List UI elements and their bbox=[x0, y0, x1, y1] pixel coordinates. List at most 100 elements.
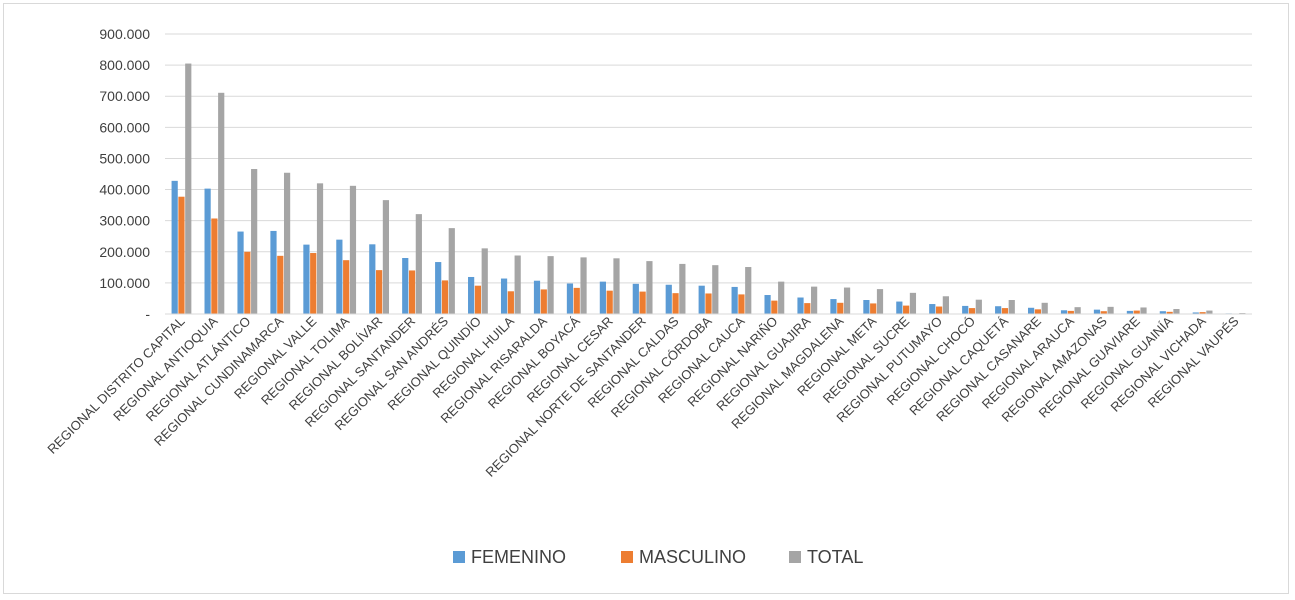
bar-total bbox=[316, 183, 324, 314]
y-tick-label: 200.000 bbox=[99, 244, 150, 260]
bar-total bbox=[646, 261, 653, 314]
bar-masculino bbox=[540, 289, 547, 314]
bar-total bbox=[876, 289, 884, 314]
bar-femenino bbox=[171, 180, 178, 314]
bar-masculino bbox=[474, 285, 482, 314]
bar-masculino bbox=[211, 218, 218, 314]
bar-femenino bbox=[270, 230, 277, 314]
bar-total bbox=[778, 281, 785, 314]
bar-total bbox=[481, 248, 488, 314]
y-tick-label: 700.000 bbox=[99, 88, 150, 104]
bar-femenino bbox=[929, 304, 936, 314]
bar-masculino bbox=[277, 255, 284, 314]
legend: FEMENINO MASCULINO TOTAL bbox=[453, 547, 863, 567]
bar-masculino bbox=[343, 260, 350, 314]
bar-total bbox=[218, 92, 225, 314]
bar-femenino bbox=[1027, 307, 1035, 314]
bar-masculino bbox=[968, 308, 976, 314]
bar-total bbox=[1041, 302, 1048, 314]
bar-femenino bbox=[698, 285, 705, 314]
legend-label-femenino: FEMENINO bbox=[471, 547, 566, 567]
bar-total bbox=[1107, 306, 1114, 314]
bar-total bbox=[580, 257, 587, 314]
bar-total bbox=[745, 267, 752, 314]
bar-total bbox=[1206, 310, 1213, 314]
y-tick-label: - bbox=[145, 306, 150, 322]
bar-femenino bbox=[632, 283, 639, 314]
bar-femenino bbox=[402, 258, 409, 314]
y-axis-tick-labels: - 100.000 200.000 300.000 400.000 500.000 600.… bbox=[99, 26, 150, 322]
bar-total bbox=[712, 265, 719, 314]
bar-total bbox=[251, 169, 258, 314]
bar-masculino bbox=[1133, 310, 1140, 314]
bar-total bbox=[382, 200, 390, 314]
bar-femenino bbox=[830, 299, 837, 314]
bar-total bbox=[448, 228, 455, 314]
bar-masculino bbox=[1034, 309, 1041, 314]
bar-masculino bbox=[1100, 311, 1107, 314]
bar-masculino bbox=[672, 293, 679, 314]
bar-femenino bbox=[1093, 309, 1101, 314]
bar-femenino bbox=[435, 262, 442, 314]
bar-total bbox=[547, 256, 554, 314]
bar-masculino bbox=[507, 291, 514, 314]
bar-femenino bbox=[237, 231, 244, 314]
bar-femenino bbox=[533, 280, 541, 314]
bar-total bbox=[843, 287, 851, 314]
bar-total bbox=[1008, 300, 1015, 314]
bar-total bbox=[909, 292, 917, 314]
bar-femenino bbox=[962, 305, 969, 314]
bar-total bbox=[1074, 307, 1081, 314]
y-tick-label: 300.000 bbox=[99, 213, 150, 229]
bar-masculino bbox=[1001, 308, 1009, 314]
bar-femenino bbox=[500, 278, 508, 314]
y-tick-label: 500.000 bbox=[99, 150, 150, 166]
bar-femenino bbox=[566, 283, 574, 314]
bars bbox=[171, 63, 1246, 314]
bar-total bbox=[349, 185, 357, 314]
bar-masculino bbox=[837, 302, 844, 314]
bar-masculino bbox=[870, 303, 877, 314]
bar-total bbox=[679, 263, 686, 314]
bar-masculino bbox=[1199, 312, 1206, 314]
bar-masculino bbox=[771, 300, 778, 314]
bar-total bbox=[415, 214, 422, 314]
bar-femenino bbox=[1060, 310, 1068, 314]
bar-femenino bbox=[204, 188, 211, 314]
bar-femenino bbox=[1159, 311, 1166, 314]
bar-masculino bbox=[244, 251, 251, 314]
bar-total bbox=[514, 255, 521, 314]
bar-femenino bbox=[599, 281, 606, 314]
legend-label-masculino: MASCULINO bbox=[639, 547, 746, 567]
bar-femenino bbox=[336, 239, 343, 314]
bar-femenino bbox=[468, 276, 475, 314]
bar-masculino bbox=[738, 294, 745, 314]
y-tick-label: 800.000 bbox=[99, 57, 150, 73]
y-tick-label: 900.000 bbox=[99, 26, 150, 42]
legend-swatch-masculino bbox=[621, 551, 633, 563]
bar-masculino bbox=[639, 291, 646, 314]
bar-total bbox=[942, 296, 949, 314]
bar-total bbox=[185, 63, 192, 314]
bar-masculino bbox=[935, 306, 943, 314]
bar-masculino bbox=[705, 293, 712, 314]
bar-masculino bbox=[441, 280, 449, 314]
bar-total bbox=[1173, 309, 1180, 314]
bar-masculino bbox=[310, 253, 317, 314]
y-tick-label: 400.000 bbox=[99, 182, 150, 198]
bar-total bbox=[283, 172, 291, 314]
bar-femenino bbox=[1126, 310, 1134, 314]
bar-masculino bbox=[408, 270, 416, 314]
legend-swatch-total bbox=[789, 551, 801, 563]
bar-femenino bbox=[303, 244, 310, 314]
bar-femenino bbox=[896, 301, 903, 314]
bar-femenino bbox=[995, 306, 1002, 314]
bar-total bbox=[1140, 307, 1147, 314]
bar-femenino bbox=[1192, 312, 1199, 314]
bar-total bbox=[975, 299, 982, 314]
gridlines bbox=[165, 33, 1252, 284]
bar-masculino bbox=[376, 270, 383, 314]
bar-femenino bbox=[863, 300, 870, 314]
bar-masculino bbox=[1166, 311, 1173, 314]
